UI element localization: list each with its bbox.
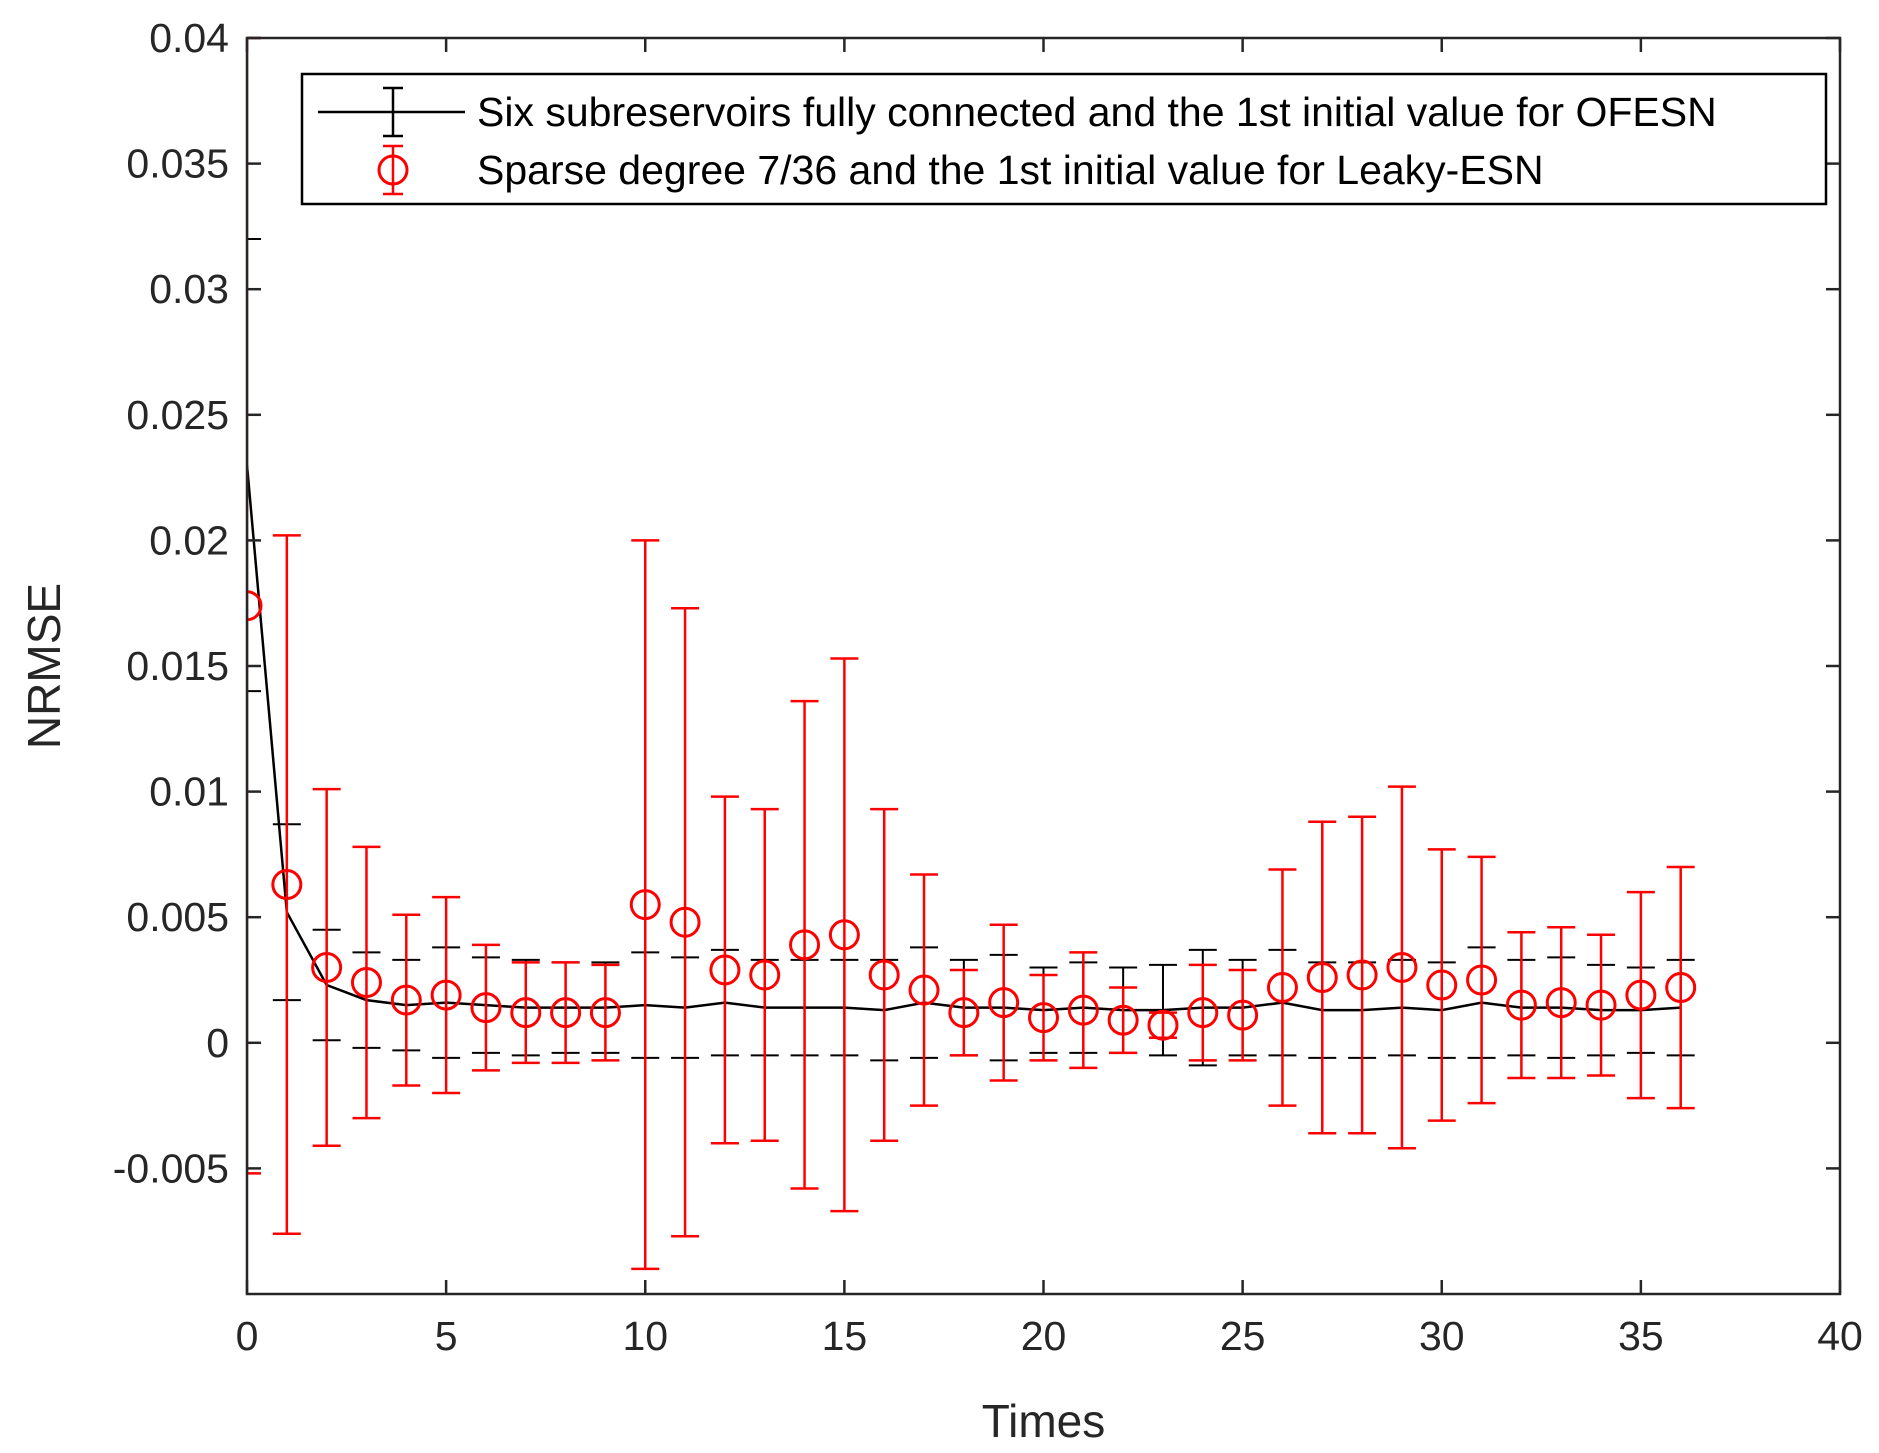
- data-point: [430, 979, 462, 1011]
- y-tick-label: 0.035: [126, 141, 229, 187]
- legend-symbol-ofesn: [318, 86, 465, 138]
- data-point: [1585, 989, 1617, 1021]
- data-point: [868, 959, 900, 991]
- data-point: [1266, 972, 1298, 1004]
- data-point: [390, 984, 422, 1016]
- y-axis-title: NRMSE: [18, 583, 70, 749]
- data-point: [1346, 959, 1378, 991]
- data-point: [749, 959, 781, 991]
- x-tick-label: 10: [622, 1313, 668, 1359]
- legend-entry-leaky-esn: Sparse degree 7/36 and the 1st initial v…: [477, 147, 1544, 193]
- data-point: [1665, 972, 1697, 1004]
- data-point: [510, 997, 542, 1029]
- legend: Six subreservoirs fully connected and th…: [300, 72, 1828, 206]
- x-tick-label: 20: [1021, 1313, 1067, 1359]
- data-point: [1386, 951, 1418, 983]
- data-point: [669, 906, 701, 938]
- data-point: [1545, 987, 1577, 1019]
- data-point: [311, 951, 343, 983]
- y-tick-label: -0.005: [113, 1145, 229, 1191]
- data-point: [1107, 1004, 1139, 1036]
- data-point: [1067, 994, 1099, 1026]
- data-point: [828, 919, 860, 951]
- legend-box: [300, 72, 1828, 206]
- legend-entry-ofesn: Six subreservoirs fully connected and th…: [477, 89, 1717, 135]
- data-point: [589, 997, 621, 1029]
- data-point: [1306, 961, 1338, 993]
- data-point: [470, 992, 502, 1024]
- data-point: [948, 997, 980, 1029]
- legend-marker: [377, 154, 409, 186]
- data-point: [1625, 979, 1657, 1011]
- data-point: [629, 889, 661, 921]
- x-tick-label: 15: [822, 1313, 868, 1359]
- x-tick-label: 30: [1419, 1313, 1465, 1359]
- y-tick-label: 0: [206, 1020, 229, 1066]
- data-point: [550, 997, 582, 1029]
- y-tick-label: 0.015: [126, 643, 229, 689]
- data-point: [1227, 999, 1259, 1031]
- x-tick-label: 5: [435, 1313, 458, 1359]
- data-point: [789, 929, 821, 961]
- data-point: [1505, 989, 1537, 1021]
- data-point: [350, 967, 382, 999]
- data-point: [1466, 964, 1498, 996]
- data-point: [271, 869, 303, 901]
- data-point: [709, 954, 741, 986]
- x-tick-label: 35: [1618, 1313, 1664, 1359]
- data-point: [908, 974, 940, 1006]
- axes: 0 5 10 15 20 25 30 35 40 -0.005 0 0.005 0.01 0.015 0.0…: [113, 15, 1863, 1359]
- y-tick-label: 0.005: [126, 894, 229, 940]
- x-axis-title: Times: [982, 1395, 1106, 1447]
- y-tick-label: 0.02: [149, 517, 229, 563]
- data-point: [1426, 969, 1458, 1001]
- plot-area: [247, 38, 1840, 1294]
- legend-symbol-leaky-esn: [377, 144, 409, 196]
- x-tick-label: 25: [1220, 1313, 1266, 1359]
- series-1: [247, 36, 1697, 1271]
- y-tick-label: 0.03: [149, 266, 229, 312]
- data-point: [1147, 1009, 1179, 1041]
- data-point: [1028, 1002, 1059, 1034]
- x-tick-label: 0: [236, 1313, 259, 1359]
- data-point: [988, 987, 1020, 1019]
- data-point: [247, 590, 263, 622]
- data-point: [1187, 997, 1219, 1029]
- y-tick-label: 0.04: [149, 15, 229, 61]
- x-tick-label: 40: [1817, 1313, 1863, 1359]
- series-layer: [247, 36, 1697, 1271]
- y-tick-label: 0.01: [149, 769, 229, 815]
- y-tick-label: 0.025: [126, 392, 229, 438]
- plot-background: [247, 38, 1840, 1294]
